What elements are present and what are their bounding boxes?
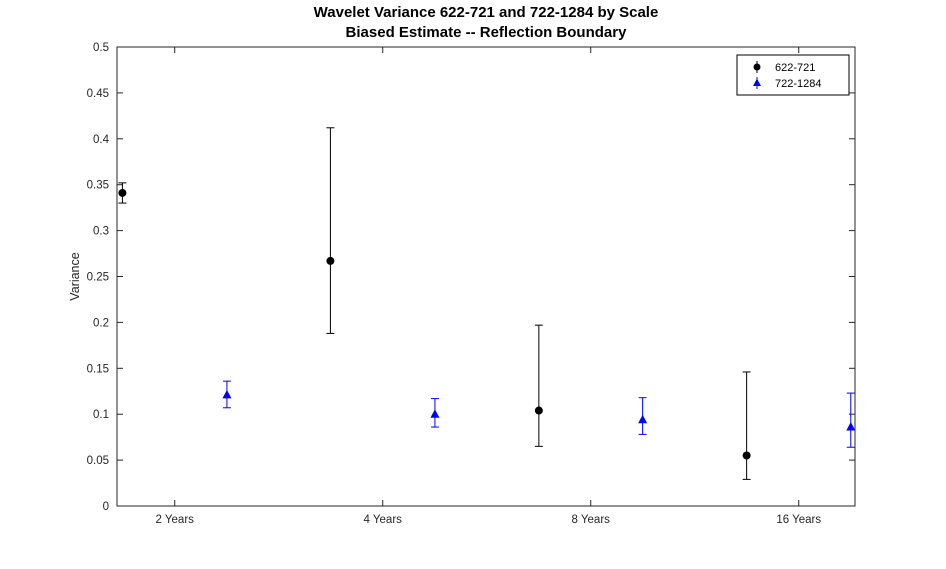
x-tick-label: 16 Years xyxy=(776,514,821,526)
data-point-circle xyxy=(742,451,751,460)
chart-title-line1: Wavelet Variance 622-721 and 722-1284 by… xyxy=(313,4,659,21)
x-axis: 2 Years 4 Years 8 Years 16 Years xyxy=(156,47,821,526)
x-tick-label: 4 Years xyxy=(364,514,403,526)
chart-title: Wavelet Variance 622-721 and 722-1284 by… xyxy=(117,3,855,43)
data-point-triangle xyxy=(222,389,232,399)
data-point-circle xyxy=(534,406,543,415)
plot-box xyxy=(116,46,856,507)
series-722-1284 xyxy=(222,380,856,448)
legend-box xyxy=(736,54,850,96)
y-tick-label: 0.45 xyxy=(87,88,109,100)
data-point-circle xyxy=(118,188,127,197)
y-tick-label: 0.1 xyxy=(93,409,109,421)
legend-circle-icon xyxy=(753,63,761,71)
y-tick-label: 0.15 xyxy=(87,363,109,375)
legend: 622-721 722-1284 xyxy=(736,54,850,96)
y-tick-label: 0.35 xyxy=(87,180,109,192)
legend-label: 622-721 xyxy=(775,62,815,74)
x-tick-label: 2 Years xyxy=(156,514,195,526)
data-point-triangle xyxy=(846,422,856,431)
y-axis: 0 0.05 0.1 0.15 0.2 0.25 0.3 0.35 0.4 0.45 0.5 xyxy=(87,42,855,513)
legend-label: 722-1284 xyxy=(775,78,822,90)
y-tick-label: 0.3 xyxy=(93,226,109,238)
y-tick-label: 0.4 xyxy=(93,134,110,146)
chart-title-line2: Biased Estimate -- Reflection Boundary xyxy=(345,24,627,41)
y-tick-label: 0 xyxy=(103,501,109,513)
y-tick-label: 0.2 xyxy=(93,317,109,329)
data-point-circle xyxy=(326,256,335,265)
y-tick-label: 0.05 xyxy=(87,455,109,467)
data-point-triangle xyxy=(430,409,440,418)
y-tick-label: 0.5 xyxy=(93,42,109,54)
y-axis-title: Variance xyxy=(68,252,82,300)
legend-triangle-icon xyxy=(753,78,761,86)
y-tick-label: 0.25 xyxy=(87,272,109,284)
series-622-721 xyxy=(118,127,751,480)
x-tick-label: 8 Years xyxy=(572,514,611,526)
data-point-triangle xyxy=(638,414,648,424)
